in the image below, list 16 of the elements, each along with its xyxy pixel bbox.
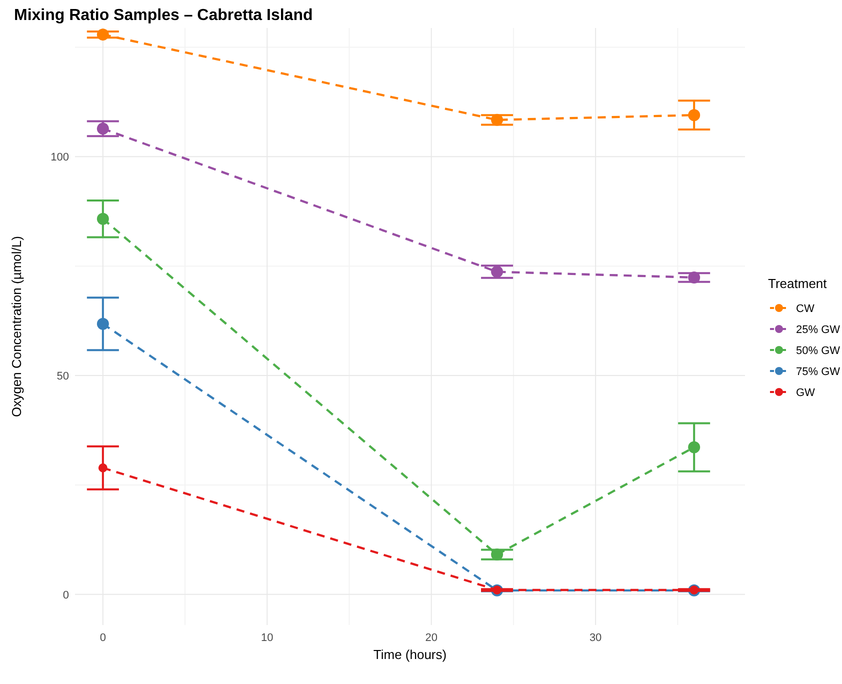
y-tick-label: 0: [62, 589, 69, 602]
legend-label: 75% GW: [796, 366, 841, 378]
x-tick-label: 30: [589, 632, 602, 644]
legend-label: GW: [796, 387, 816, 399]
y-tick-label: 100: [50, 152, 69, 164]
x-tick-label: 20: [425, 632, 438, 644]
legend-label: 50% GW: [796, 345, 841, 357]
x-tick-label: 0: [100, 632, 106, 644]
legend-title: Treatment: [768, 276, 828, 291]
x-axis-title: Time (hours): [373, 647, 447, 662]
legend-label: CW: [796, 303, 815, 315]
y-tick-label: 50: [56, 370, 69, 383]
y-axis-title: Oxygen Concentration (µmol/L): [9, 236, 24, 417]
chart-title: Mixing Ratio Samples – Cabretta Island: [14, 7, 313, 24]
legend-label: 25% GW: [796, 324, 841, 336]
x-tick-label: 10: [261, 632, 274, 644]
